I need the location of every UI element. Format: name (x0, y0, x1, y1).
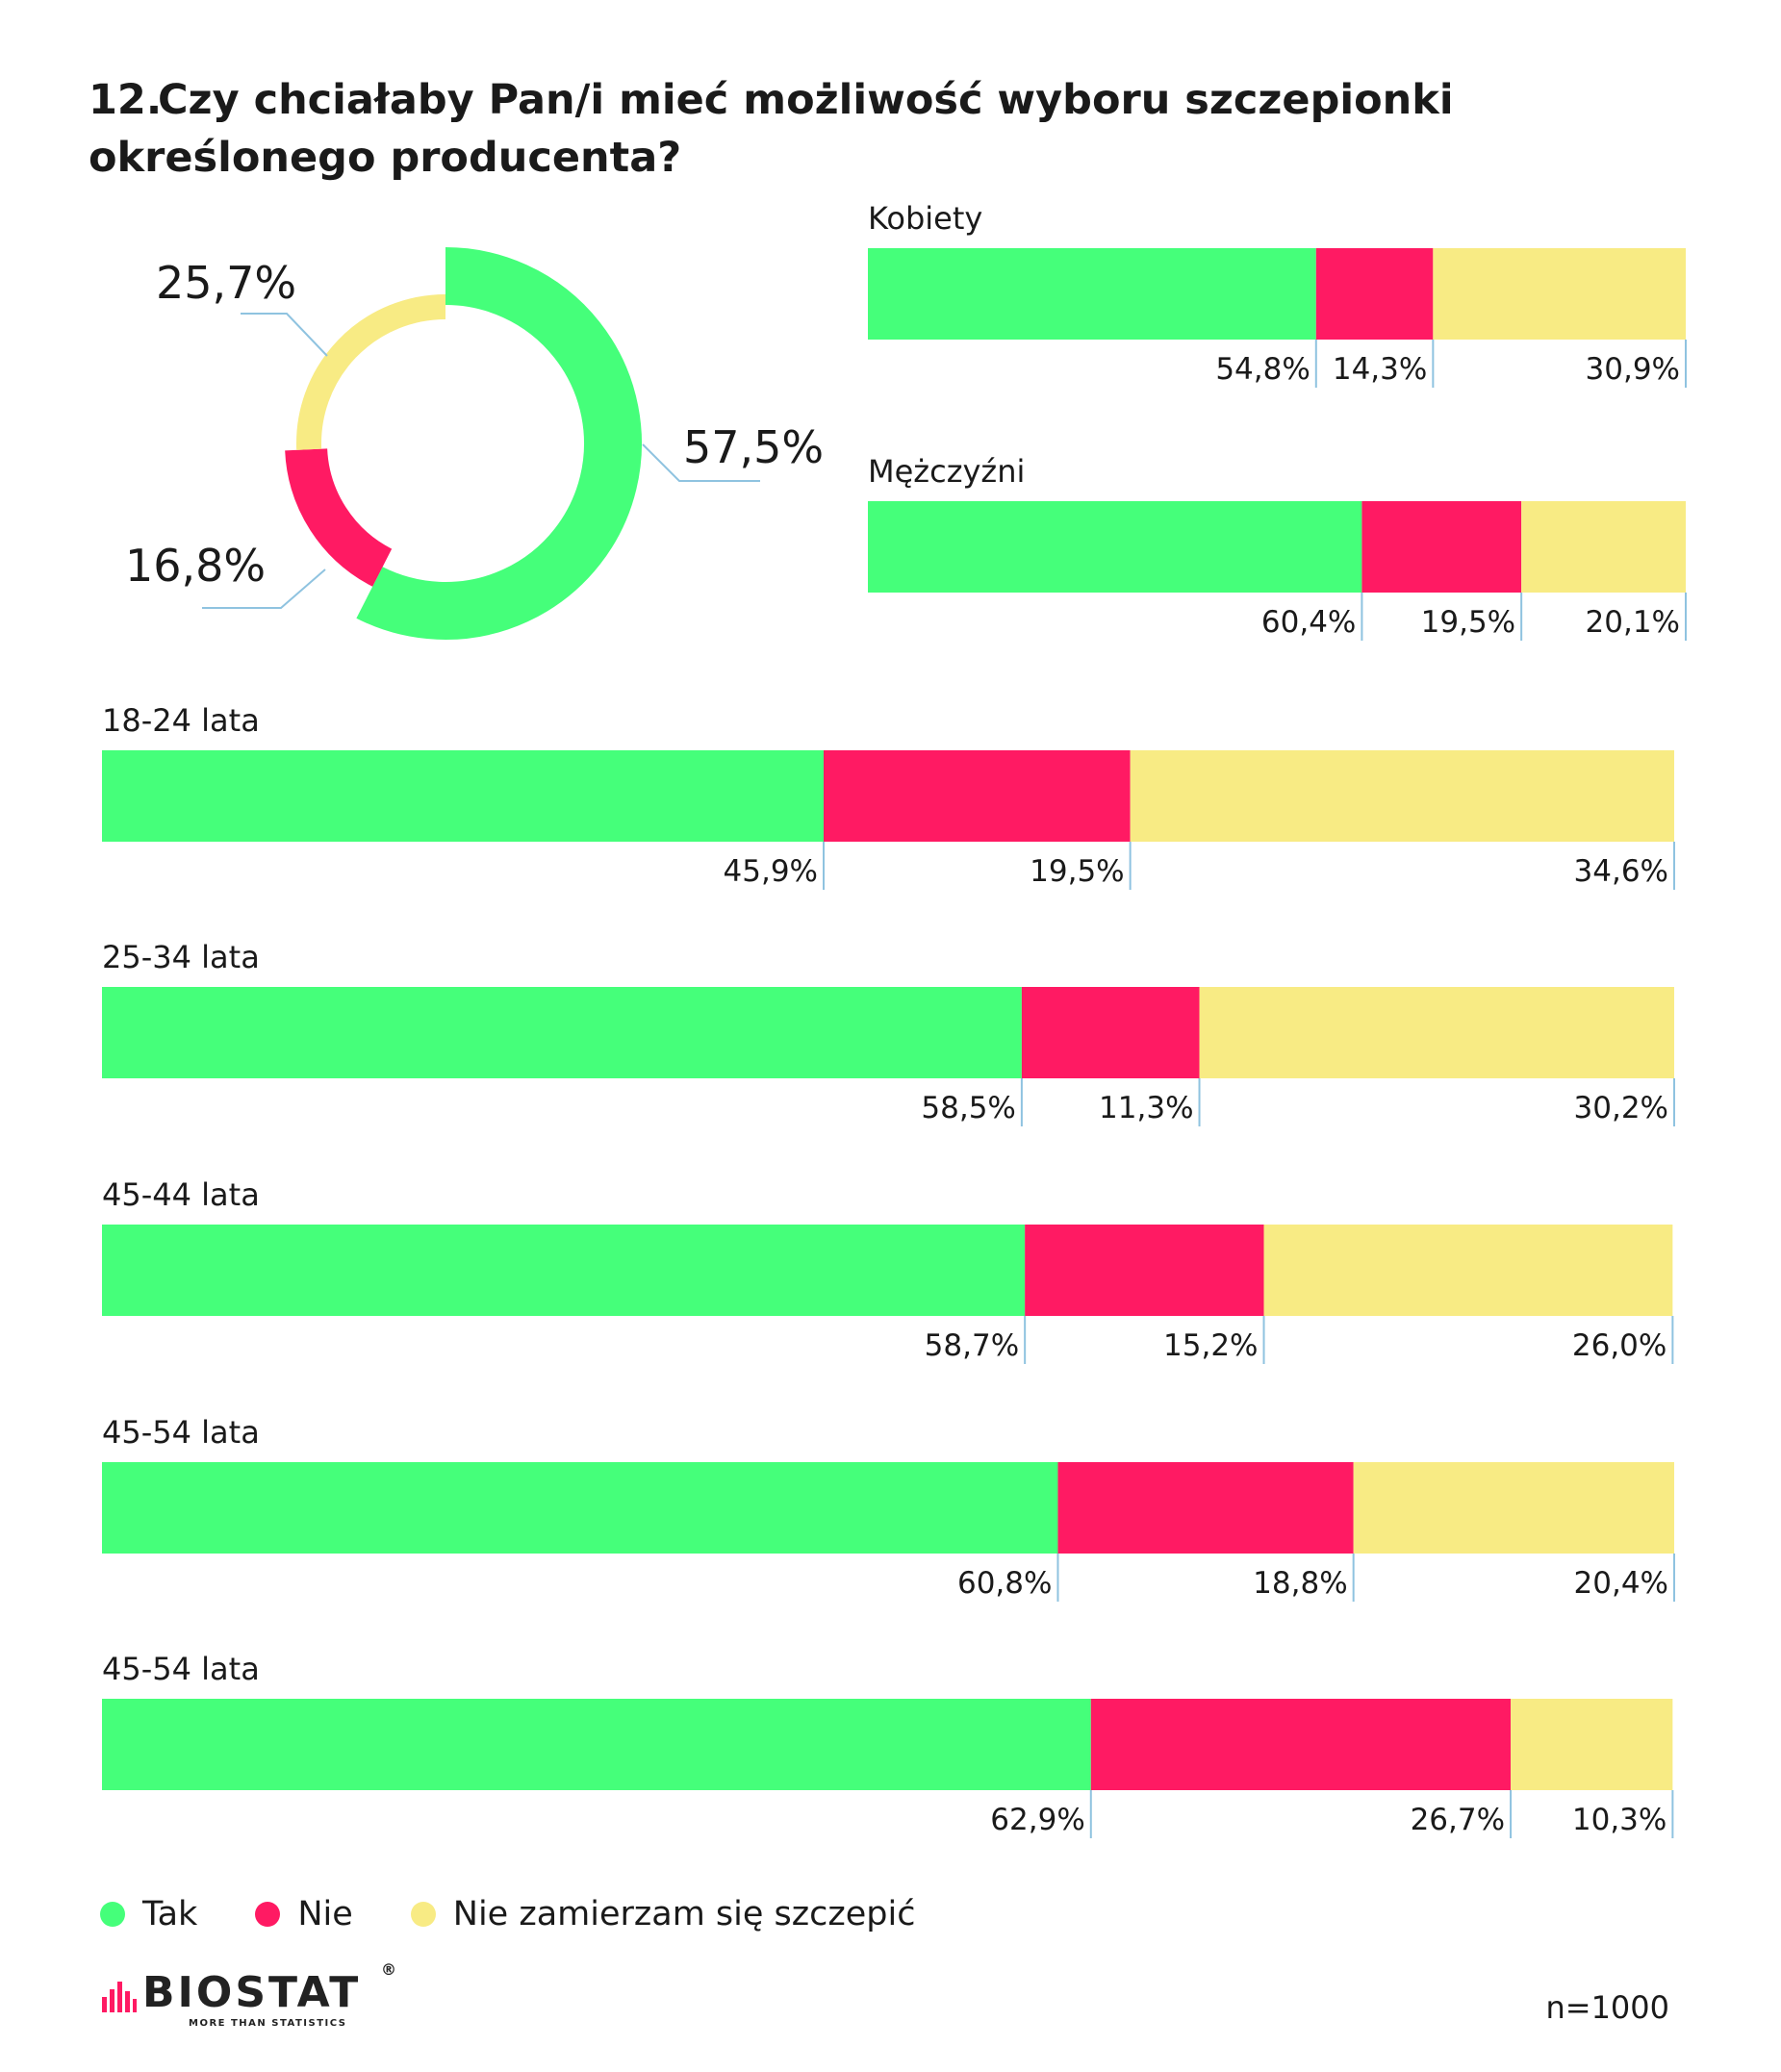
gender-bar-tak (868, 501, 1362, 593)
legend-item-nz: Nie zamierzam się szczepić (410, 1895, 916, 1933)
donut-leader-nz (241, 313, 328, 357)
legend: Tak Nie Nie zamierzam się szczepić (100, 1893, 974, 1935)
donut-label-nie: 16,8% (125, 540, 266, 592)
age-value-nz: 10,3% (1572, 1803, 1667, 1837)
age-value-nie: 11,3% (1099, 1091, 1193, 1125)
age-value-nie: 15,2% (1163, 1328, 1258, 1363)
age-bar-nz (1130, 750, 1674, 842)
age-bar-tak (102, 1225, 1026, 1316)
legend-swatch-nz (410, 1902, 436, 1927)
logo-tagline: MORE THAN STATISTICS (189, 2018, 347, 2029)
legend-item-tak: Tak (100, 1895, 197, 1933)
gender-bar-nie (1315, 248, 1434, 340)
age-label: 25-34 lata (102, 939, 260, 975)
legend-item-nie: Nie (255, 1895, 353, 1933)
age-value-nie: 18,8% (1253, 1566, 1347, 1601)
logo-bars-icon (102, 1982, 137, 2012)
donut-label-nz: 25,7% (156, 257, 296, 309)
age-bar-nie (1021, 987, 1200, 1078)
legend-label-nie: Nie (297, 1895, 353, 1933)
donut-leader-nie (202, 569, 326, 609)
donut-leader-tak (642, 443, 760, 482)
age-bar-nz (1353, 1462, 1674, 1554)
age-value-tak: 60,8% (957, 1566, 1052, 1601)
gender-bar-nz (1433, 248, 1686, 340)
age-value-nie: 26,7% (1411, 1803, 1505, 1837)
logo-name: BIOSTAT (142, 1968, 362, 2017)
gender-bar-tak (868, 248, 1316, 340)
age-value-tak: 62,9% (990, 1803, 1084, 1837)
age-value-nz: 34,6% (1574, 854, 1668, 889)
age-label: 45-54 lata (102, 1414, 260, 1451)
sample-size: n=1000 (1545, 1989, 1669, 2026)
age-bar-tak (102, 1462, 1058, 1554)
question-number: 12. (89, 76, 163, 124)
age-label: 18-24 lata (102, 702, 260, 739)
logo-registered-mark: ® (381, 1960, 396, 1979)
age-bar-nie (1090, 1699, 1512, 1790)
legend-swatch-nie (255, 1902, 281, 1927)
age-value-tak: 58,7% (925, 1328, 1019, 1363)
age-bar-tak (102, 750, 825, 842)
age-value-nz: 20,4% (1574, 1566, 1668, 1601)
gender-label: Mężczyźni (868, 453, 1025, 490)
age-bar-nie (1025, 1225, 1264, 1316)
gender-label: Kobiety (868, 200, 982, 237)
age-value-nie: 19,5% (1030, 854, 1124, 889)
age-value-nz: 30,2% (1574, 1091, 1668, 1125)
donut-slice-nie (285, 447, 393, 587)
gender-value-tak: 54,8% (1215, 352, 1310, 387)
age-bar-tak (102, 987, 1022, 1078)
chart-title: 12.Czy chciałaby Pan/i mieć możliwość wy… (89, 71, 1532, 187)
age-bar-nie (824, 750, 1131, 842)
age-value-nz: 26,0% (1572, 1328, 1667, 1363)
gender-bar-nie (1361, 501, 1522, 593)
age-bar-tak (102, 1699, 1091, 1790)
gender-value-nie: 19,5% (1421, 605, 1515, 640)
age-value-tak: 58,5% (921, 1091, 1015, 1125)
donut-label-tak: 57,5% (683, 421, 824, 473)
age-label: 45-54 lata (102, 1651, 260, 1687)
gender-value-tak: 60,4% (1261, 605, 1356, 640)
age-bar-nz (1263, 1225, 1673, 1316)
donut-slice-nz (296, 294, 446, 450)
gender-value-nz: 30,9% (1586, 352, 1680, 387)
gender-value-nie: 14,3% (1333, 352, 1427, 387)
legend-label-nz: Nie zamierzam się szczepić (452, 1895, 916, 1933)
gender-value-nz: 20,1% (1586, 605, 1680, 640)
legend-swatch-tak (100, 1902, 125, 1927)
age-value-tak: 45,9% (724, 854, 818, 889)
donut-slice-tak (356, 247, 642, 640)
legend-label-tak: Tak (142, 1895, 198, 1933)
age-bar-nz (1199, 987, 1674, 1078)
age-bar-nie (1057, 1462, 1354, 1554)
gender-bar-nz (1521, 501, 1686, 593)
age-label: 45-44 lata (102, 1176, 260, 1213)
age-bar-nz (1511, 1699, 1673, 1790)
question-text: Czy chciałaby Pan/i mieć możliwość wybor… (89, 76, 1454, 182)
